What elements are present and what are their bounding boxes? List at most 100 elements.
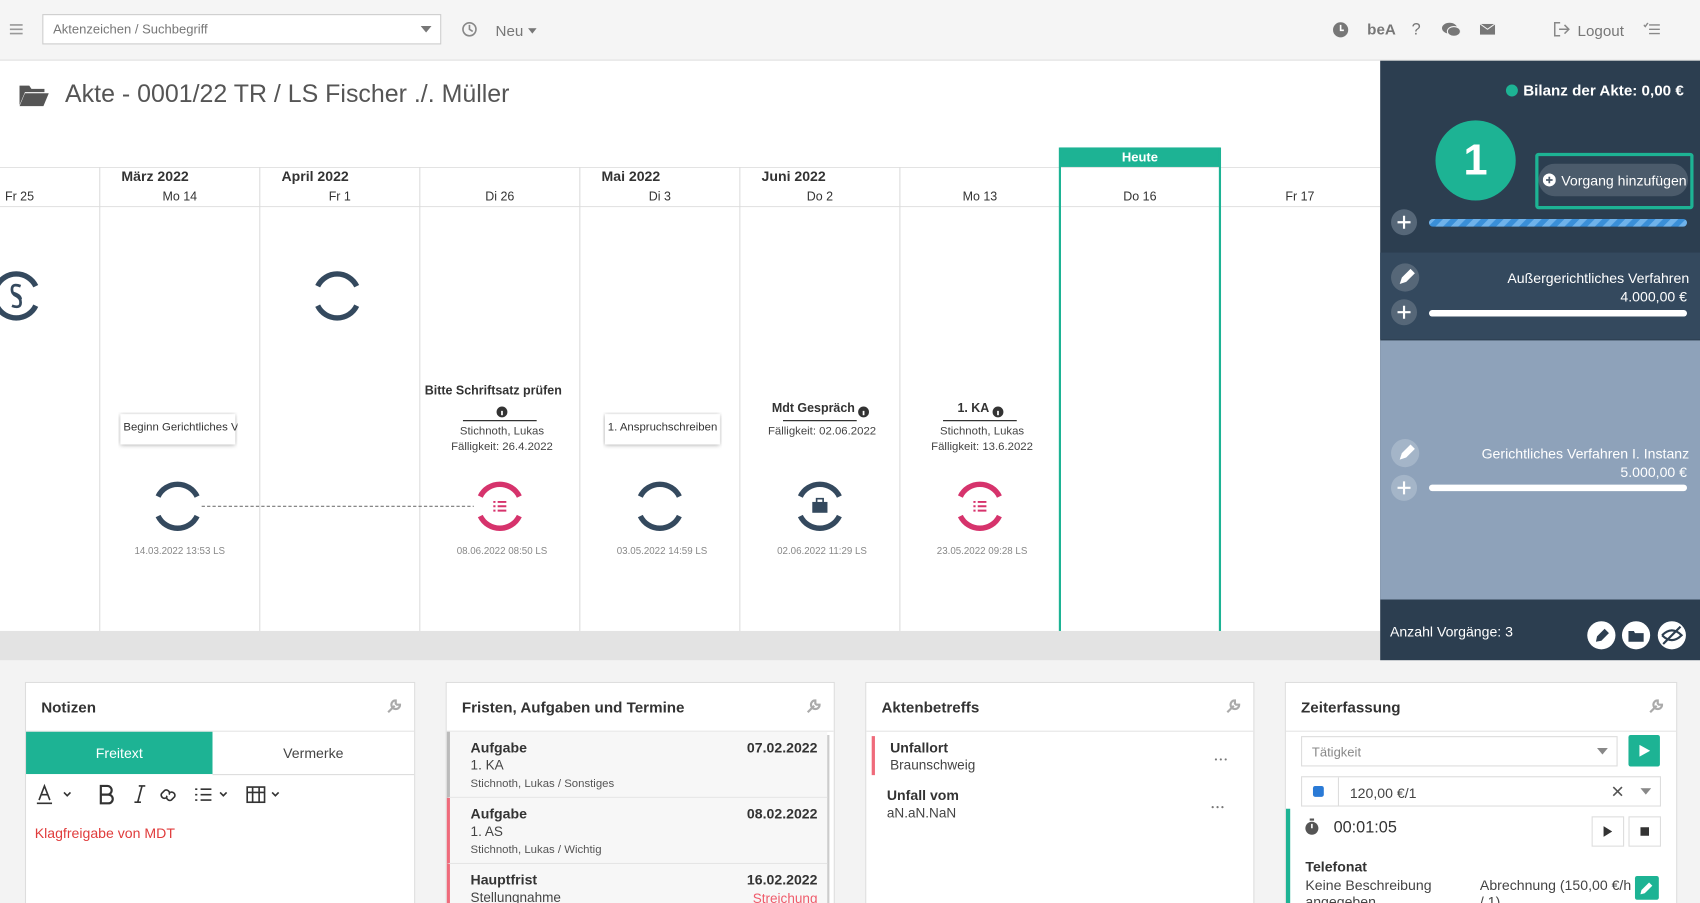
info-icon-dot <box>862 410 865 416</box>
folder-icon <box>19 85 49 107</box>
wrench-icon[interactable] <box>1649 699 1664 714</box>
new-button[interactable]: Neu <box>495 21 524 40</box>
task-glyph <box>493 500 507 512</box>
start-button[interactable] <box>1628 735 1660 767</box>
ring-arc <box>315 304 360 321</box>
note-label: 1. Anspruchschreiben <box>604 414 720 445</box>
entry-title: Telefonat <box>1305 858 1367 875</box>
note-box: 1. Anspruchschreiben <box>604 414 720 445</box>
task-due: Fälligkeit: 13.6.2022 <box>931 441 1033 453</box>
note-box: Beginn Gerichtliches Verfahren I. Instan… <box>120 414 237 445</box>
time-panel: Zeiterfassung Tätigkeit 120,00 €/1 00:01… <box>1284 681 1678 903</box>
day-label: Di 3 <box>649 190 671 204</box>
sidebar-actions[interactable] <box>1585 619 1689 652</box>
dot <box>1211 806 1214 809</box>
tasks-icon[interactable] <box>1643 22 1660 36</box>
balance: Bilanz der Akte: 0,00 € <box>1523 81 1684 99</box>
activity-placeholder: Tätigkeit <box>1311 744 1362 760</box>
subject-label: Unfall vom <box>886 787 959 804</box>
ring-arc <box>0 271 39 288</box>
highlight-box <box>1535 152 1694 210</box>
entry-billing: Abrechnung (150,00 €/h / 1) <box>1479 877 1632 903</box>
mail-icon[interactable] <box>1479 23 1496 35</box>
stop-button[interactable] <box>1628 816 1661 847</box>
phase-row <box>1380 252 1700 340</box>
month-label: Juni 2022 <box>762 168 826 184</box>
day-label: Fr 17 <box>1285 190 1314 204</box>
wrench-icon[interactable] <box>1226 699 1241 714</box>
clock-icon[interactable] <box>1332 22 1349 38</box>
edit-button[interactable] <box>1634 875 1659 900</box>
day-label: Di 26 <box>485 190 514 204</box>
item-type: Hauptfrist <box>470 871 538 888</box>
file-title: Akte - 0001/22 TR / LS Fischer ./. Mülle… <box>65 79 510 108</box>
event-icon <box>315 271 360 321</box>
item-date: 08.02.2022 <box>746 805 818 822</box>
menu-icon[interactable] <box>9 23 23 36</box>
stopwatch-icon <box>1305 818 1319 835</box>
rate: 120,00 €/1 <box>1349 784 1417 802</box>
bea-link[interactable]: beA <box>1367 20 1396 38</box>
subject-item: Unfallort Braunschweig <box>871 736 1249 776</box>
event-icon <box>957 481 1002 531</box>
play-button[interactable] <box>1591 816 1625 847</box>
editor-toolbar[interactable] <box>35 783 295 807</box>
checkbox[interactable] <box>1312 785 1324 797</box>
event-stamp: 14.03.2022 13:53 LS <box>134 546 225 557</box>
timer: 00:01:05 <box>1333 818 1397 837</box>
note-label: Beginn Gerichtliches Verfahren I. Instan… <box>120 414 237 445</box>
ring-arc <box>797 514 842 531</box>
process-count: Anzahl Vorgänge: 3 <box>1389 623 1513 640</box>
more-icon[interactable] <box>1214 758 1227 761</box>
item-meta: Stichnoth, Lukas / Sonstiges <box>470 777 615 791</box>
active-marker <box>1285 808 1291 903</box>
help-link[interactable]: ? <box>1411 20 1421 40</box>
panel-title: Notizen <box>41 698 97 716</box>
subject-label: Unfallort <box>890 739 949 756</box>
logout-icon[interactable] <box>1553 22 1570 37</box>
ring-arc <box>637 481 682 498</box>
today-label: Heute <box>1122 150 1158 165</box>
ring-arc <box>155 514 200 531</box>
clear-icon[interactable] <box>1612 786 1623 797</box>
event-icon <box>155 481 200 531</box>
scroll-band <box>0 630 1381 661</box>
task-due: Fälligkeit: 26.4.2022 <box>451 441 553 453</box>
search-box[interactable]: Aktenzeichen / Suchbegriff <box>42 14 442 45</box>
chat-icon[interactable] <box>1441 22 1461 38</box>
dot <box>1216 806 1219 809</box>
subjects-panel: Aktenbetreffs Unfallort Braunschweig Unfal… <box>865 681 1255 903</box>
info-icon-dot <box>501 410 503 416</box>
wrench-icon[interactable] <box>387 699 402 714</box>
phase-row <box>1380 340 1700 600</box>
item-title: 1. KA <box>470 757 504 773</box>
event-icon <box>0 271 39 321</box>
history-icon[interactable] <box>461 21 478 38</box>
rate-select[interactable]: 120,00 €/1 <box>1301 776 1661 807</box>
item-title: 1. AS <box>470 823 503 840</box>
task-assignee: Stichnoth, Lukas <box>940 426 1024 438</box>
note-text: Klagfreigabe von MDT <box>34 825 175 842</box>
event-stamp: 23.05.2022 09:28 LS <box>937 546 1028 557</box>
step-badge: 1 <box>1435 120 1516 201</box>
activity-select[interactable]: Tätigkeit <box>1301 736 1618 767</box>
panel-header: Zeiterfassung <box>1285 683 1677 732</box>
phase-name: Außergerichtliches Verfahren <box>1507 269 1690 287</box>
event-stamp: 02.06.2022 11:29 LS <box>777 546 867 557</box>
task-title: Bitte Schriftsatz prüfen <box>425 384 562 398</box>
more-icon[interactable] <box>1211 805 1224 809</box>
phase-name: Gerichtliches Verfahren I. Instanz <box>1481 445 1690 462</box>
day-label: Fr 1 <box>329 190 351 204</box>
dot <box>1221 806 1224 809</box>
add-process-button[interactable]: Vorgang hinzufügen <box>1538 163 1689 197</box>
phase-controls <box>1391 209 1688 501</box>
tab[interactable]: Vermerke <box>212 732 415 776</box>
ring-arc <box>637 514 682 531</box>
wrench-icon[interactable] <box>806 699 821 714</box>
tab-active[interactable]: Freitext <box>26 731 213 775</box>
subject-item: Unfall vom aN.aN.NaN <box>872 784 1246 823</box>
scrollbar <box>825 735 830 903</box>
logout-link[interactable]: Logout <box>1577 21 1624 40</box>
day-label: Mo 13 <box>963 190 998 204</box>
item-type: Aufgabe <box>470 805 527 822</box>
